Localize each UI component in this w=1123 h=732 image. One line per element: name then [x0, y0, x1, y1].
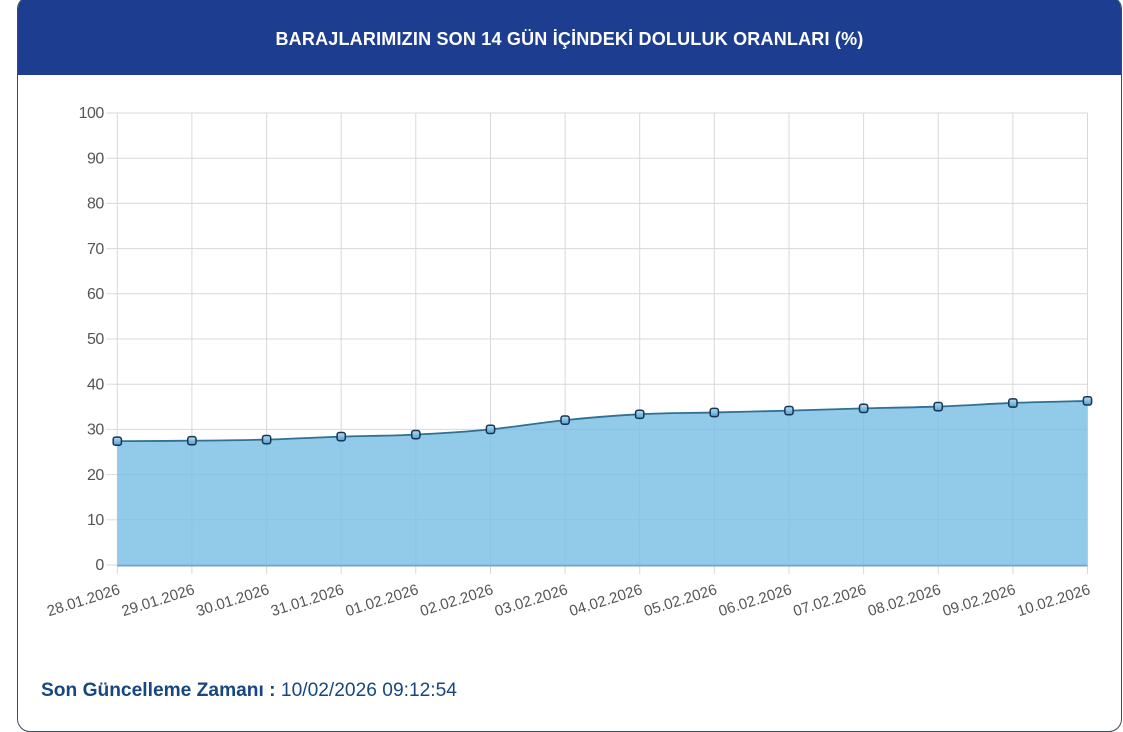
svg-text:50: 50 [87, 331, 104, 348]
svg-text:07.02.2026: 07.02.2026 [791, 581, 868, 620]
svg-text:80: 80 [87, 196, 104, 213]
svg-text:06.02.2026: 06.02.2026 [717, 581, 794, 620]
svg-text:10: 10 [87, 512, 104, 529]
svg-text:30: 30 [87, 422, 104, 439]
svg-text:10.02.2026: 10.02.2026 [1015, 581, 1092, 620]
svg-text:40: 40 [87, 376, 104, 393]
svg-text:08.02.2026: 08.02.2026 [866, 581, 943, 620]
svg-text:01.02.2026: 01.02.2026 [343, 581, 420, 620]
svg-text:05.02.2026: 05.02.2026 [642, 581, 719, 620]
svg-text:100: 100 [79, 105, 105, 122]
svg-text:04.02.2026: 04.02.2026 [567, 581, 644, 620]
svg-text:09.02.2026: 09.02.2026 [941, 581, 1018, 620]
svg-text:03.02.2026: 03.02.2026 [493, 581, 570, 620]
svg-text:70: 70 [87, 241, 104, 258]
svg-text:30.01.2026: 30.01.2026 [194, 581, 271, 620]
svg-text:60: 60 [87, 286, 104, 303]
svg-text:31.01.2026: 31.01.2026 [269, 581, 346, 620]
svg-text:28.01.2026: 28.01.2026 [45, 581, 122, 620]
svg-text:29.01.2026: 29.01.2026 [120, 581, 197, 620]
svg-text:0: 0 [95, 557, 104, 574]
svg-text:90: 90 [87, 150, 104, 167]
svg-text:02.02.2026: 02.02.2026 [418, 581, 495, 620]
svg-text:20: 20 [87, 467, 104, 484]
